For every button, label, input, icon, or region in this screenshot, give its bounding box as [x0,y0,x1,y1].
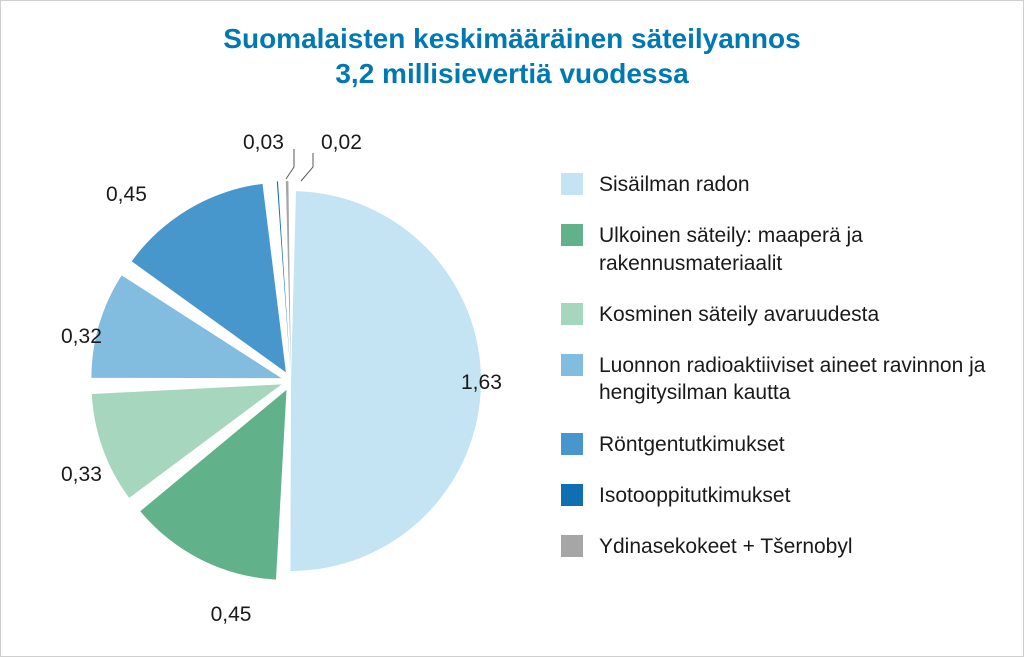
legend-item-rontgen: Röntgentutkimukset [561,431,991,458]
legend-swatch-kosminen [561,303,583,325]
legend-label-kosminen: Kosminen säteily avaruudesta [599,301,879,328]
legend-label-radon: Sisäilman radon [599,171,750,198]
chart-title-line2: 3,2 millisievertiä vuodessa [1,56,1023,91]
slice-label-isotooppi: 0,03 [243,131,284,154]
chart-title: Suomalaisten keskimääräinen säteilyannos… [1,21,1023,91]
slice-label-luonnon: 0,32 [61,325,102,348]
legend-item-luonnon: Luonnon radioaktiiviset aineet ravinnon … [561,352,991,407]
leader-isotooppi [286,149,294,179]
slice-label-rontgen: 0,45 [106,183,147,206]
legend-swatch-ulkoinen [561,224,583,246]
slice-label-ulkoinen: 0,45 [211,603,252,626]
legend-label-luonnon: Luonnon radioaktiiviset aineet ravinnon … [599,352,991,407]
chart-frame: Suomalaisten keskimääräinen säteilyannos… [0,0,1024,657]
slice-label-kosminen: 0,33 [61,463,102,486]
pie-chart: 1,63 0,45 0,33 0,32 0,45 0,03 0,02 [61,131,501,631]
legend: Sisäilman radon Ulkoinen säteily: maaperä… [561,171,991,585]
legend-item-isotooppi: Isotooppitutkimukset [561,482,991,509]
legend-item-ulkoinen: Ulkoinen säteily: maaperä ja rakennusmat… [561,222,991,277]
leader-ydin [301,153,313,181]
legend-swatch-luonnon [561,354,583,376]
legend-label-isotooppi: Isotooppitutkimukset [599,482,790,509]
slice-label-radon: 1,63 [461,371,502,394]
pie-slice-radon [290,191,481,571]
slice-label-ydin: 0,02 [321,131,362,154]
legend-item-ydin: Ydinasekokeet + Tšernobyl [561,533,991,560]
legend-label-rontgen: Röntgentutkimukset [599,431,785,458]
chart-title-line1: Suomalaisten keskimääräinen säteilyannos [1,21,1023,56]
legend-swatch-ydin [561,535,583,557]
legend-label-ydin: Ydinasekokeet + Tšernobyl [599,533,853,560]
legend-item-kosminen: Kosminen säteily avaruudesta [561,301,991,328]
legend-swatch-isotooppi [561,484,583,506]
legend-swatch-radon [561,173,583,195]
legend-label-ulkoinen: Ulkoinen säteily: maaperä ja rakennusmat… [599,222,991,277]
legend-swatch-rontgen [561,433,583,455]
legend-item-radon: Sisäilman radon [561,171,991,198]
